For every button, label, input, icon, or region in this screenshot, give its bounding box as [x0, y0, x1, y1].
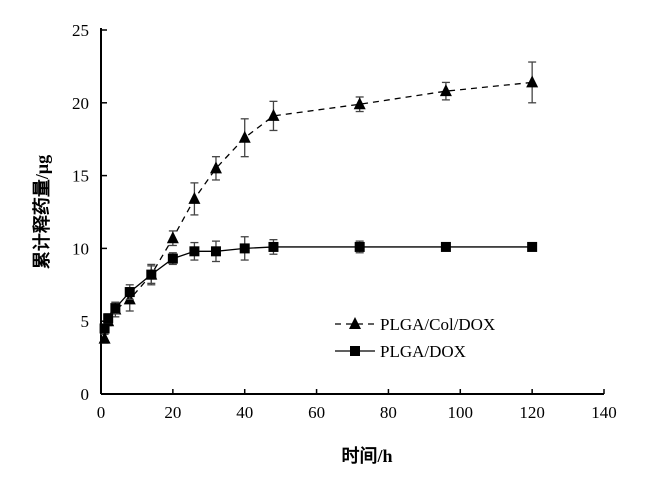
data-point [103, 313, 114, 324]
data-point [526, 75, 539, 88]
data-point [124, 287, 135, 298]
y-tick-label: 20 [72, 94, 89, 113]
x-axis-label: 时间/h [341, 446, 392, 466]
data-point [110, 303, 121, 314]
y-tick-label: 5 [81, 312, 90, 331]
data-point [188, 191, 201, 204]
data-point [99, 323, 110, 334]
series-line-0 [103, 81, 533, 339]
legend-marker [349, 317, 361, 329]
data-point [268, 241, 279, 252]
x-tick-label: 120 [519, 403, 545, 422]
data-point [98, 331, 111, 344]
x-tick-label: 40 [236, 403, 253, 422]
x-tick-label: 20 [164, 403, 181, 422]
data-point [167, 253, 178, 264]
data-point [238, 130, 251, 143]
data-point [440, 241, 451, 252]
y-tick-label: 0 [81, 385, 90, 404]
x-tick-label: 100 [448, 403, 474, 422]
data-point [166, 231, 179, 244]
data-point [354, 241, 365, 252]
legend-label: PLGA/Col/DOX [380, 315, 495, 334]
data-point [210, 246, 221, 257]
legend-marker [350, 346, 360, 356]
x-tick-label: 140 [591, 403, 617, 422]
data-point [439, 84, 452, 97]
y-tick-label: 15 [72, 167, 89, 186]
data-point [267, 108, 280, 121]
legend-label: PLGA/DOX [380, 342, 466, 361]
data-point [527, 241, 538, 252]
x-tick-label: 80 [380, 403, 397, 422]
data-point [239, 243, 250, 254]
y-tick-label: 25 [72, 21, 89, 40]
data-point [146, 269, 157, 280]
x-tick-label: 0 [97, 403, 106, 422]
y-tick-label: 10 [72, 239, 89, 258]
data-point [189, 246, 200, 257]
data-point [209, 161, 222, 174]
data-point [353, 97, 366, 110]
y-axis-label: 累计释药量/μg [31, 155, 52, 269]
x-tick-label: 60 [308, 403, 325, 422]
